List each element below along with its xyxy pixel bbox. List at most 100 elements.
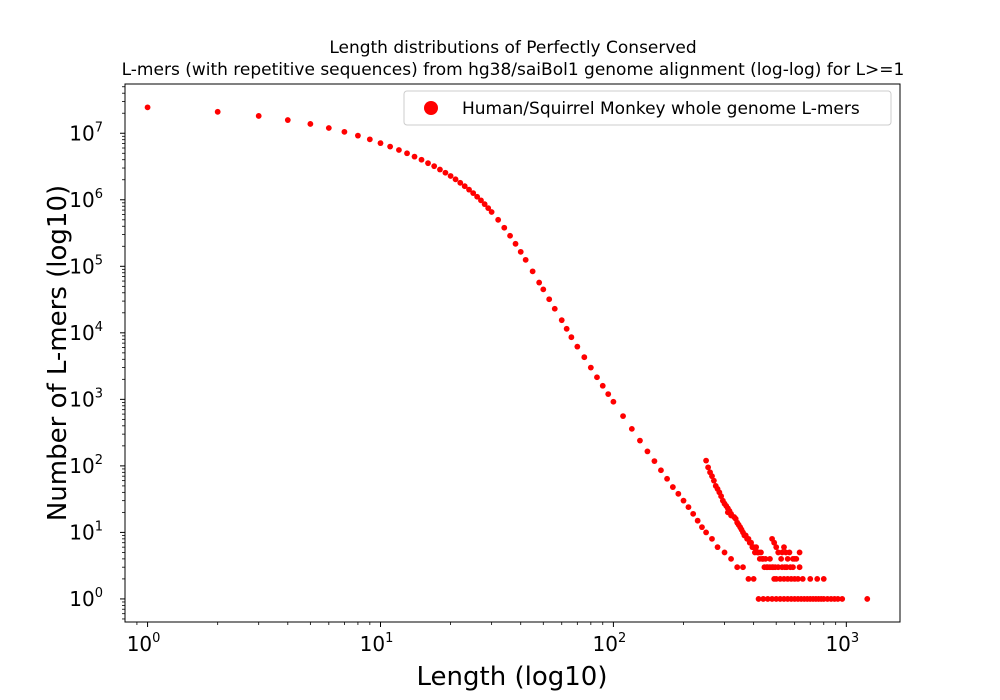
data-point bbox=[284, 117, 291, 123]
data-point bbox=[764, 596, 771, 602]
data-point bbox=[558, 317, 565, 324]
data-point bbox=[461, 183, 468, 190]
data-point bbox=[495, 216, 502, 223]
data-point bbox=[669, 484, 676, 490]
data-point bbox=[781, 544, 787, 551]
data-point bbox=[307, 121, 314, 127]
data-point bbox=[740, 564, 746, 571]
data-point bbox=[431, 163, 438, 170]
data-point bbox=[599, 382, 606, 389]
x-tick-label: 100 bbox=[127, 631, 161, 656]
chart-title-line-2: L-mers (with repetitive sequences) from … bbox=[122, 60, 905, 80]
data-point bbox=[214, 108, 221, 115]
data-point bbox=[790, 564, 796, 571]
x-tick-label: 102 bbox=[593, 631, 627, 656]
y-tick-label: 103 bbox=[69, 386, 103, 411]
data-point bbox=[568, 334, 575, 341]
data-point bbox=[366, 136, 373, 143]
data-point bbox=[759, 555, 766, 562]
data-point bbox=[709, 473, 715, 480]
data-point bbox=[637, 437, 643, 444]
data-point bbox=[814, 576, 821, 582]
data-point bbox=[546, 296, 553, 303]
data-point bbox=[551, 305, 558, 312]
data-point bbox=[710, 477, 717, 484]
data-point bbox=[522, 256, 529, 263]
data-point bbox=[452, 176, 459, 183]
y-axis-ticks: 100 101 102 103 104 105 106 107 bbox=[69, 86, 125, 620]
y-tick-label: 100 bbox=[69, 586, 103, 611]
data-point bbox=[754, 549, 761, 556]
y-tick-label: 105 bbox=[69, 253, 103, 278]
data-point bbox=[485, 205, 492, 211]
data-point bbox=[581, 354, 588, 361]
data-point bbox=[786, 549, 793, 556]
data-point bbox=[675, 490, 682, 497]
plot-area bbox=[124, 83, 901, 623]
data-point bbox=[839, 596, 846, 602]
data-point bbox=[699, 524, 705, 531]
chart-title-line-1: Length distributions of Perfectly Conser… bbox=[329, 38, 696, 58]
data-point bbox=[703, 529, 709, 536]
legend-label: Human/Squirrel Monkey whole genome L-mer… bbox=[462, 99, 860, 119]
data-point bbox=[714, 544, 721, 551]
data-point bbox=[628, 425, 635, 432]
data-point bbox=[442, 169, 449, 176]
data-point bbox=[144, 104, 151, 111]
data-point bbox=[411, 153, 418, 160]
data-point bbox=[820, 576, 827, 582]
data-point bbox=[651, 458, 658, 464]
data-point bbox=[563, 325, 570, 332]
data-point bbox=[425, 160, 431, 167]
data-point bbox=[694, 517, 701, 524]
data-point bbox=[512, 240, 519, 247]
data-point bbox=[784, 555, 791, 562]
data-point bbox=[735, 521, 742, 528]
data-point bbox=[466, 186, 472, 193]
data-point bbox=[658, 467, 664, 474]
data-point bbox=[507, 232, 513, 239]
data-point bbox=[745, 576, 752, 582]
data-point bbox=[574, 343, 581, 350]
data-point bbox=[769, 596, 775, 602]
data-point bbox=[644, 448, 651, 455]
data-point bbox=[387, 143, 394, 150]
data-point bbox=[457, 179, 464, 186]
data-point bbox=[529, 268, 536, 275]
data-point bbox=[501, 224, 508, 231]
data-point bbox=[791, 555, 798, 562]
data-point bbox=[734, 564, 741, 571]
data-point bbox=[799, 576, 806, 582]
data-point bbox=[474, 193, 481, 200]
data-point bbox=[746, 539, 753, 546]
data-point bbox=[620, 413, 626, 420]
data-point bbox=[705, 464, 711, 471]
data-point bbox=[728, 555, 734, 562]
data-point bbox=[760, 596, 767, 602]
data-point bbox=[778, 555, 785, 562]
data-point bbox=[478, 197, 484, 204]
data-point bbox=[680, 497, 687, 504]
data-point bbox=[255, 113, 262, 119]
data-point bbox=[732, 515, 739, 522]
data-point bbox=[703, 457, 709, 464]
data-point bbox=[610, 398, 617, 405]
data-point bbox=[771, 539, 778, 546]
data-point bbox=[517, 248, 524, 255]
data-point bbox=[767, 555, 773, 562]
data-point bbox=[605, 391, 612, 397]
data-point bbox=[690, 510, 697, 517]
legend-box bbox=[403, 90, 892, 126]
y-tick-label: 102 bbox=[69, 453, 103, 478]
data-points bbox=[144, 104, 871, 602]
data-point bbox=[728, 512, 734, 519]
data-point bbox=[404, 150, 410, 157]
data-point bbox=[470, 190, 477, 197]
data-point bbox=[341, 128, 348, 135]
data-point bbox=[377, 140, 384, 147]
data-point bbox=[718, 493, 725, 500]
data-point bbox=[773, 544, 780, 551]
y-tick-label: 106 bbox=[69, 187, 103, 212]
data-point bbox=[721, 549, 728, 556]
